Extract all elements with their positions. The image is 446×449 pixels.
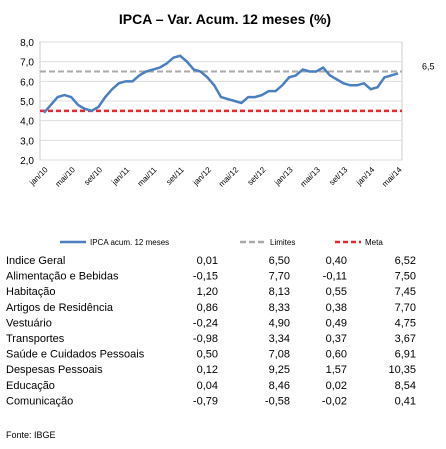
source: Fonte: IBGE xyxy=(6,430,56,440)
cell: 3,34 xyxy=(269,333,290,345)
cell: 3,67 xyxy=(395,333,416,345)
cell: 7,70 xyxy=(269,271,290,283)
cell: 10,35 xyxy=(388,364,416,376)
cell: -0,58 xyxy=(265,395,290,407)
cell: 8,13 xyxy=(269,286,290,298)
chart-title: IPCA – Var. Acum. 12 meses (%) xyxy=(119,11,331,27)
x-tick-label: mai/12 xyxy=(217,165,241,189)
x-tick-label: set/13 xyxy=(327,165,349,187)
row-label: Saúde e Cuidados Pessoais xyxy=(6,349,145,361)
x-tick-label: jan/13 xyxy=(272,165,295,188)
x-tick-label: set/11 xyxy=(164,165,186,187)
cell: 7,50 xyxy=(395,271,416,283)
row-label: Artigos de Residência xyxy=(6,302,114,314)
x-tick-label: jan/12 xyxy=(191,165,214,188)
y-tick-label: 3,0 xyxy=(20,136,34,147)
cell: 0,50 xyxy=(197,349,218,361)
row-label: Comunicação xyxy=(6,395,73,407)
cell: 7,08 xyxy=(269,349,290,361)
cell: 0,01 xyxy=(197,255,218,267)
row-label: Indice Geral xyxy=(6,255,65,267)
cell: 7,45 xyxy=(395,286,416,298)
cell: -0,24 xyxy=(193,317,218,329)
cell: 0,60 xyxy=(326,349,347,361)
cell: 9,25 xyxy=(269,364,290,376)
x-tick-label: jan/10 xyxy=(27,165,50,188)
cell: -0,11 xyxy=(323,271,347,283)
y-tick-label: 8,0 xyxy=(20,38,34,49)
row-label: Despesas Pessoais xyxy=(6,364,103,376)
cell: -0,15 xyxy=(193,271,218,283)
cell: -0,98 xyxy=(193,333,218,345)
x-tick-label: jan/14 xyxy=(354,165,377,188)
cell: 1,57 xyxy=(326,364,347,376)
data-line xyxy=(43,54,399,114)
y-tick-label: 2,0 xyxy=(20,156,34,167)
cell: 0,37 xyxy=(326,333,347,345)
cell: 6,50 xyxy=(269,255,290,267)
row-label: Educação xyxy=(6,380,55,392)
cell: 0,02 xyxy=(326,380,347,392)
legend-label: Meta xyxy=(365,238,383,247)
cell: 0,86 xyxy=(197,302,218,314)
row-label: Habitação xyxy=(6,286,56,298)
row-label: Alimentação e Bebidas xyxy=(6,271,119,283)
y-tick-label: 4,0 xyxy=(20,117,34,128)
row-label: Transportes xyxy=(6,333,65,345)
cell: 0,41 xyxy=(395,395,416,407)
row-label: Vestuário xyxy=(6,317,52,329)
cell: -0,02 xyxy=(322,395,347,407)
y-tick-label: 6,0 xyxy=(20,77,34,88)
cell: -0,79 xyxy=(193,395,218,407)
cell: 6,91 xyxy=(395,349,416,361)
cell: 0,49 xyxy=(326,317,347,329)
cell: 0,55 xyxy=(326,286,347,298)
cell: 0,04 xyxy=(197,380,218,392)
cell: 6,52 xyxy=(395,255,416,267)
cell: 4,90 xyxy=(269,317,290,329)
cell: 0,12 xyxy=(197,364,218,376)
x-tick-label: mai/11 xyxy=(136,165,159,188)
cell: 8,33 xyxy=(269,302,290,314)
cell: 4,75 xyxy=(395,317,416,329)
cell: 1,20 xyxy=(197,286,218,298)
x-tick-label: jan/11 xyxy=(109,165,131,187)
x-tick-label: set/12 xyxy=(246,165,268,187)
x-tick-label: mai/13 xyxy=(299,165,323,189)
x-tick-label: set/10 xyxy=(82,165,104,187)
legend-label: Limites xyxy=(270,238,295,247)
y-tick-label: 7,0 xyxy=(20,58,34,69)
cell: 0,40 xyxy=(326,255,347,267)
y-tick-label: 5,0 xyxy=(20,97,34,108)
cell: 0,38 xyxy=(326,302,347,314)
reference-label: 6,5 xyxy=(422,62,435,72)
cell: 7,70 xyxy=(395,302,416,314)
cell: 8,54 xyxy=(395,380,416,392)
x-tick-label: mai/10 xyxy=(54,165,78,189)
x-tick-label: mai/14 xyxy=(380,165,404,189)
cell: 8,46 xyxy=(269,380,290,392)
legend-label: IPCA acum. 12 meses xyxy=(90,238,169,247)
